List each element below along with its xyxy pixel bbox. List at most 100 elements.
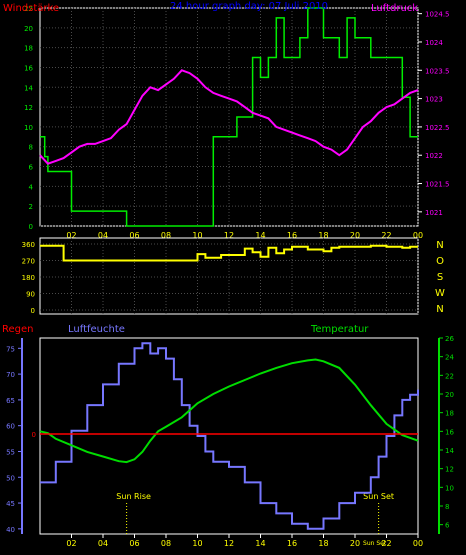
pressure-y-ticks: 1021 1021.5 1022 1022.5 1023 1023.5 1024 1024.5 bbox=[418, 11, 450, 217]
wind-speed-tick-label: 10 bbox=[24, 124, 33, 132]
pressure-tick-label: 1023 bbox=[425, 96, 443, 104]
hour-tick-label: 22 bbox=[381, 539, 391, 548]
wind-speed-tick-label: 16 bbox=[24, 64, 33, 72]
hour-tick-label: 14 bbox=[255, 231, 265, 240]
temperature-tick-label: 6 bbox=[445, 522, 450, 530]
temperature-tick-label: 14 bbox=[445, 447, 454, 455]
hour-tick-label: 10 bbox=[192, 539, 202, 548]
pressure-tick-label: 1022.5 bbox=[425, 124, 450, 132]
rain-humidity-temperature-x-ticks: 02 04 06 08 10 12 14 16 18 20 22 00 bbox=[66, 534, 423, 548]
wind-direction-line bbox=[40, 244, 418, 262]
compass-label: W bbox=[435, 288, 445, 299]
humidity-tick-label: 70 bbox=[6, 371, 15, 379]
temperature-tick-label: 24 bbox=[445, 354, 454, 362]
compass-label: S bbox=[437, 272, 443, 283]
hour-tick-label: 02 bbox=[66, 539, 76, 548]
hour-tick-label: 06 bbox=[129, 231, 139, 240]
wind-speed-y-ticks: 0 2 4 6 8 10 12 14 16 18 20 22 bbox=[24, 5, 33, 231]
wind-direction-series bbox=[40, 244, 418, 262]
sun-set-tick-label: Sun Set bbox=[363, 540, 387, 547]
pressure-axis-label: Luftdruck bbox=[371, 3, 418, 14]
hour-tick-label: 02 bbox=[66, 231, 76, 240]
pressure-line bbox=[39, 69, 419, 165]
pressure-tick-label: 1021 bbox=[425, 209, 443, 217]
direction-tick-label: 270 bbox=[22, 258, 35, 266]
humidity-tick-label: 65 bbox=[6, 397, 15, 405]
wind-speed-tick-label: 22 bbox=[24, 5, 33, 13]
hour-tick-label: 12 bbox=[224, 539, 234, 548]
wind-speed-tick-label: 20 bbox=[24, 25, 33, 33]
hour-tick-label: 16 bbox=[287, 539, 297, 548]
rain-axis-label: Regen bbox=[2, 324, 34, 335]
hour-tick-label: 20 bbox=[350, 231, 360, 240]
wind-pressure-x-ticks: 02 04 06 08 10 12 14 16 18 20 22 00 bbox=[66, 231, 423, 240]
wind-speed-tick-label: 6 bbox=[29, 164, 34, 172]
direction-tick-label: 360 bbox=[22, 241, 35, 249]
sun-rise-label: Sun Rise bbox=[116, 492, 151, 501]
wind-speed-tick-label: 18 bbox=[24, 45, 33, 53]
hour-tick-label: 14 bbox=[255, 539, 265, 548]
wind-direction-frame bbox=[39, 237, 419, 315]
hour-tick-label: 18 bbox=[318, 231, 328, 240]
temperature-axis-label: Temperatur bbox=[310, 324, 369, 335]
temperature-line bbox=[39, 358, 419, 464]
temperature-tick-label: 12 bbox=[445, 466, 454, 474]
wind-speed-tick-label: 14 bbox=[24, 84, 33, 92]
hour-tick-label: 20 bbox=[350, 539, 360, 548]
temperature-y-ticks: 6 8 10 12 14 16 18 20 22 24 26 bbox=[439, 335, 454, 530]
rain-humidity-temperature-frame bbox=[39, 337, 419, 535]
hour-tick-label: 22 bbox=[381, 231, 391, 240]
hour-tick-label: 04 bbox=[98, 231, 108, 240]
rain-tick-label: 0 bbox=[32, 431, 36, 439]
humidity-tick-label: 60 bbox=[6, 423, 15, 431]
hour-tick-label: 08 bbox=[161, 231, 171, 240]
direction-tick-label: 180 bbox=[22, 274, 35, 282]
humidity-tick-label: 45 bbox=[6, 500, 15, 508]
hour-tick-label: 18 bbox=[318, 539, 328, 548]
pressure-tick-label: 1021.5 bbox=[425, 181, 450, 189]
wind-pressure-frame bbox=[39, 7, 419, 227]
rain-y-ticks: 0 bbox=[32, 431, 36, 439]
wind-speed-tick-label: 0 bbox=[29, 223, 33, 231]
sun-set-label: Sun Set bbox=[363, 492, 394, 501]
humidity-tick-label: 50 bbox=[6, 474, 15, 482]
temperature-tick-label: 26 bbox=[445, 335, 454, 343]
hour-tick-label: 00 bbox=[413, 231, 423, 240]
pressure-tick-label: 1024 bbox=[425, 39, 443, 47]
wind-direction-grid bbox=[40, 238, 419, 314]
wind-speed-tick-label: 12 bbox=[24, 104, 33, 112]
temperature-tick-label: 16 bbox=[445, 428, 454, 436]
temperature-tick-label: 10 bbox=[445, 484, 454, 492]
temperature-tick-label: 18 bbox=[445, 410, 454, 418]
sun-markers: Sun Rise Sun Set Sun Set bbox=[116, 492, 394, 547]
humidity-line bbox=[40, 342, 419, 530]
compass-label: O bbox=[436, 256, 444, 267]
chart-title: 24 hour graph day: 07 Juli 2010 bbox=[170, 1, 328, 12]
humidity-tick-label: 75 bbox=[6, 345, 15, 353]
temperature-tick-label: 8 bbox=[445, 503, 449, 511]
hour-tick-label: 06 bbox=[129, 539, 139, 548]
pressure-tick-label: 1023.5 bbox=[425, 67, 450, 75]
humidity-tick-label: 40 bbox=[6, 526, 15, 534]
hour-tick-label: 04 bbox=[98, 539, 108, 548]
compass-label: N bbox=[436, 304, 443, 315]
temperature-tick-label: 22 bbox=[445, 372, 454, 380]
hour-tick-label: 10 bbox=[192, 231, 202, 240]
humidity-tick-label: 55 bbox=[6, 448, 15, 456]
wind-speed-tick-label: 8 bbox=[29, 144, 33, 152]
compass-label: N bbox=[436, 240, 443, 251]
humidity-axis-label: Luftfeuchte bbox=[68, 324, 125, 335]
hour-tick-label: 12 bbox=[224, 231, 234, 240]
humidity-y-ticks: 40 45 50 55 60 65 70 75 bbox=[6, 345, 22, 534]
wind-pressure-grid bbox=[40, 7, 419, 227]
wind-pressure-series bbox=[39, 7, 419, 227]
wind-speed-tick-label: 2 bbox=[29, 203, 33, 211]
wind-speed-axis-label: Windstärke bbox=[3, 3, 59, 14]
temperature-tick-label: 20 bbox=[445, 391, 454, 399]
hour-tick-label: 16 bbox=[287, 231, 297, 240]
hour-tick-label: 08 bbox=[161, 539, 171, 548]
